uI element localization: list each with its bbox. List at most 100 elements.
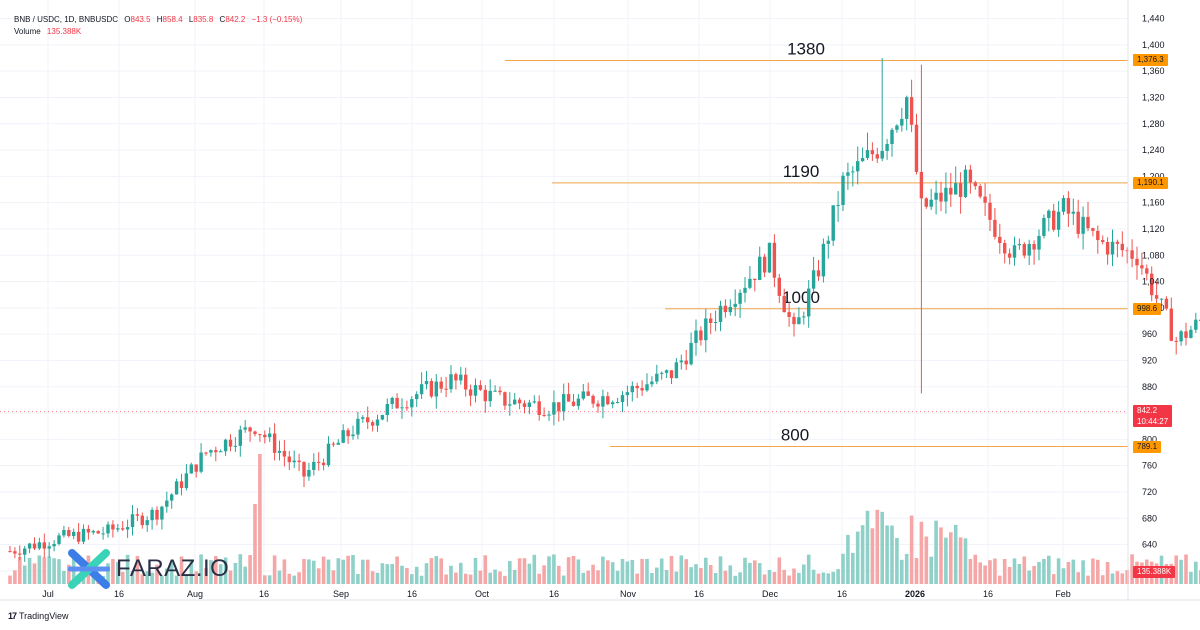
candle <box>684 349 688 371</box>
candle <box>375 414 380 432</box>
candle <box>1125 247 1129 264</box>
volume-bar <box>831 571 835 584</box>
volume-bar <box>424 563 429 584</box>
candle-body <box>944 187 948 202</box>
volume-bar <box>978 562 982 584</box>
volume-bar <box>1096 559 1100 584</box>
candle-body <box>199 452 203 472</box>
candle-body <box>733 303 737 307</box>
volume-bar <box>728 565 733 584</box>
candle <box>586 382 590 397</box>
candle-body <box>13 551 17 554</box>
price-axis[interactable]: 6006406807207608008408809209601,0001,040… <box>0 0 1200 601</box>
candle <box>983 183 987 217</box>
low-value: 835.8 <box>193 15 214 24</box>
volume-bar <box>895 537 899 584</box>
candle-body <box>630 385 634 393</box>
volume-bar <box>13 570 17 584</box>
close-value: 842.2 <box>225 15 246 24</box>
candle <box>542 407 546 417</box>
candle-body <box>32 543 37 549</box>
candle <box>155 506 159 526</box>
candle <box>18 545 22 561</box>
volume-bar <box>1042 558 1046 584</box>
candle-body <box>939 192 943 202</box>
candle-body <box>395 397 399 409</box>
volume-bar <box>444 574 448 584</box>
time-axis[interactable]: Jul 16 Aug 16 Sep 16 Oct 16 Nov 16 Dec 16 2026 16 Feb <box>42 589 1071 599</box>
volume-bar <box>699 567 703 584</box>
candle-body <box>508 404 512 406</box>
volume-bar <box>557 565 561 584</box>
candle <box>963 165 968 198</box>
candle-body <box>694 330 698 343</box>
candle-body <box>214 450 218 453</box>
price-tick: 880 <box>1142 382 1157 392</box>
volume-bar <box>106 563 110 584</box>
candle <box>860 147 865 162</box>
candle-body <box>321 462 326 466</box>
volume-bar <box>351 554 355 584</box>
volume-bar <box>483 555 488 584</box>
candle-body <box>454 374 458 381</box>
tradingview-footer[interactable]: 17 TradingView <box>8 611 69 621</box>
candle <box>571 393 576 407</box>
time-tick: 16 <box>694 589 704 599</box>
candle-body <box>287 456 291 463</box>
candle-body <box>949 187 953 195</box>
candle-body <box>743 287 747 293</box>
candle-body <box>1056 211 1061 230</box>
candle-body <box>723 305 728 313</box>
volume-bar <box>361 559 365 584</box>
candle <box>268 427 272 443</box>
candle <box>1042 214 1046 239</box>
candle-body <box>493 390 497 392</box>
level-tag-800: 789.1 <box>1133 440 1162 453</box>
candle <box>767 242 772 273</box>
candle <box>562 383 566 421</box>
volume-bar <box>606 560 610 584</box>
volume-bar <box>209 560 213 584</box>
candle-body <box>718 305 723 322</box>
price-tick: 720 <box>1142 487 1157 497</box>
volume-bar <box>199 554 203 584</box>
candle <box>998 223 1002 254</box>
price-tick: 1,040 <box>1142 277 1165 287</box>
price-tick: 1,400 <box>1142 40 1165 50</box>
open-value: 843.5 <box>130 15 151 24</box>
candle-body <box>954 183 958 195</box>
candle-body <box>674 362 679 379</box>
volume-bar <box>1081 560 1085 584</box>
volume-bar <box>1037 561 1041 584</box>
candle <box>312 453 316 476</box>
candle-body <box>331 443 336 445</box>
volume-bar <box>865 510 870 584</box>
candle <box>743 276 747 303</box>
candle <box>380 414 385 421</box>
volume-bar <box>1184 554 1188 584</box>
volume-label[interactable]: Volume <box>14 27 41 36</box>
candle <box>356 411 360 440</box>
candle <box>1110 229 1115 267</box>
candle <box>483 385 487 413</box>
symbol-title[interactable]: BNB / USDC, 1D, BNBUSDC <box>14 15 119 24</box>
candle <box>150 507 154 530</box>
candle <box>777 273 781 303</box>
candle-body <box>405 407 409 409</box>
candle-body <box>1125 250 1129 252</box>
candle <box>1056 201 1061 237</box>
candle <box>91 529 95 535</box>
candle <box>459 366 463 385</box>
volume-bar <box>924 536 929 584</box>
candle <box>851 166 855 187</box>
candle-body <box>699 330 703 341</box>
volume-bar <box>738 572 742 584</box>
time-tick: Nov <box>620 589 637 599</box>
volume-bar <box>454 572 458 584</box>
volume-bar <box>272 555 277 584</box>
candle-body <box>655 373 659 382</box>
candle <box>522 400 527 414</box>
candle <box>596 400 600 413</box>
candle-body <box>821 243 826 277</box>
